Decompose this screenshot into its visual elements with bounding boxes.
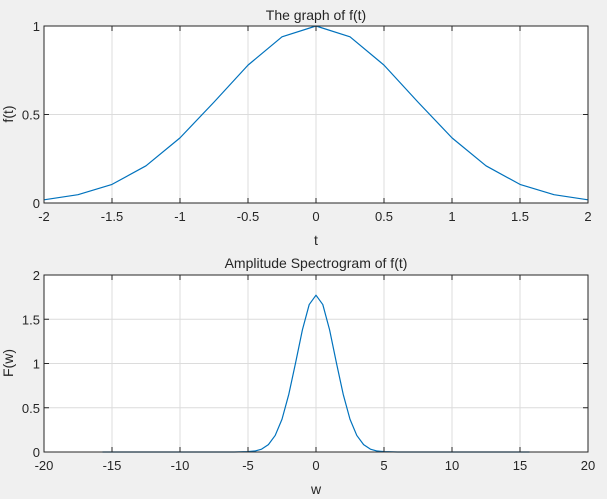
bottom-y-tick-label: 1.5 xyxy=(22,312,40,327)
top-x-tick-label: 0 xyxy=(312,209,319,224)
top-x-tick-label: 2 xyxy=(584,209,591,224)
bottom-x-tick-label: 10 xyxy=(445,458,459,473)
top-y-tick-label: 0 xyxy=(33,196,40,211)
bottom-series-line xyxy=(102,294,530,453)
bottom-x-tick-label: 15 xyxy=(513,458,527,473)
top-x-tick-label: -1 xyxy=(174,209,186,224)
top-x-tick-label: -1.5 xyxy=(101,209,123,224)
bottom-x-tick-label: 20 xyxy=(581,458,595,473)
bottom-x-axis-label: w xyxy=(310,481,322,497)
bottom-x-tick-label: -20 xyxy=(35,458,54,473)
top-x-tick-label: -2 xyxy=(38,209,50,224)
top-x-axis-label: t xyxy=(314,232,318,248)
bottom-y-tick-label: 2 xyxy=(33,268,40,283)
bottom-y-tick-label: 0.5 xyxy=(22,401,40,416)
bottom-x-tick-label: -15 xyxy=(103,458,122,473)
top-y-ticks: 00.51 xyxy=(22,19,588,211)
bottom-series xyxy=(102,294,530,453)
top-y-axis-label: f(t) xyxy=(0,105,16,122)
bottom-axes-amplitude-spectrum: -20 -15 -10 -5 0 5 10 15 20 0 0.5 1 1.5 2 Amplitude … xyxy=(0,255,595,497)
bottom-y-axis-label: F(w) xyxy=(0,349,16,377)
bottom-x-tick-label: 5 xyxy=(380,458,387,473)
top-x-tick-label: 1 xyxy=(448,209,455,224)
bottom-chart-title: Amplitude Spectrogram of f(t) xyxy=(225,255,408,271)
top-chart-title: The graph of f(t) xyxy=(266,7,366,23)
bottom-x-ticks: -20 -15 -10 -5 0 5 10 15 20 xyxy=(35,275,595,473)
top-axes-f-of-t: -2 -1.5 -1 -0.5 0 0.5 1 1.5 2 00.51 The graph of… xyxy=(0,7,592,248)
top-x-tick-label: 0.5 xyxy=(375,209,393,224)
top-y-tick-label: 1 xyxy=(33,19,40,34)
top-y-tick-label: 0.5 xyxy=(22,108,40,123)
bottom-y-ticks: 0 0.5 1 1.5 2 xyxy=(22,268,588,460)
bottom-x-tick-label: -10 xyxy=(171,458,190,473)
bottom-y-tick-label: 0 xyxy=(33,445,40,460)
bottom-y-tick-label: 1 xyxy=(33,357,40,372)
bottom-x-tick-label: 0 xyxy=(312,458,319,473)
bottom-x-tick-label: -5 xyxy=(242,458,254,473)
top-x-tick-label: 1.5 xyxy=(511,209,529,224)
top-x-tick-label: -0.5 xyxy=(237,209,259,224)
top-x-ticks: -2 -1.5 -1 -0.5 0 0.5 1 1.5 2 xyxy=(38,26,592,224)
